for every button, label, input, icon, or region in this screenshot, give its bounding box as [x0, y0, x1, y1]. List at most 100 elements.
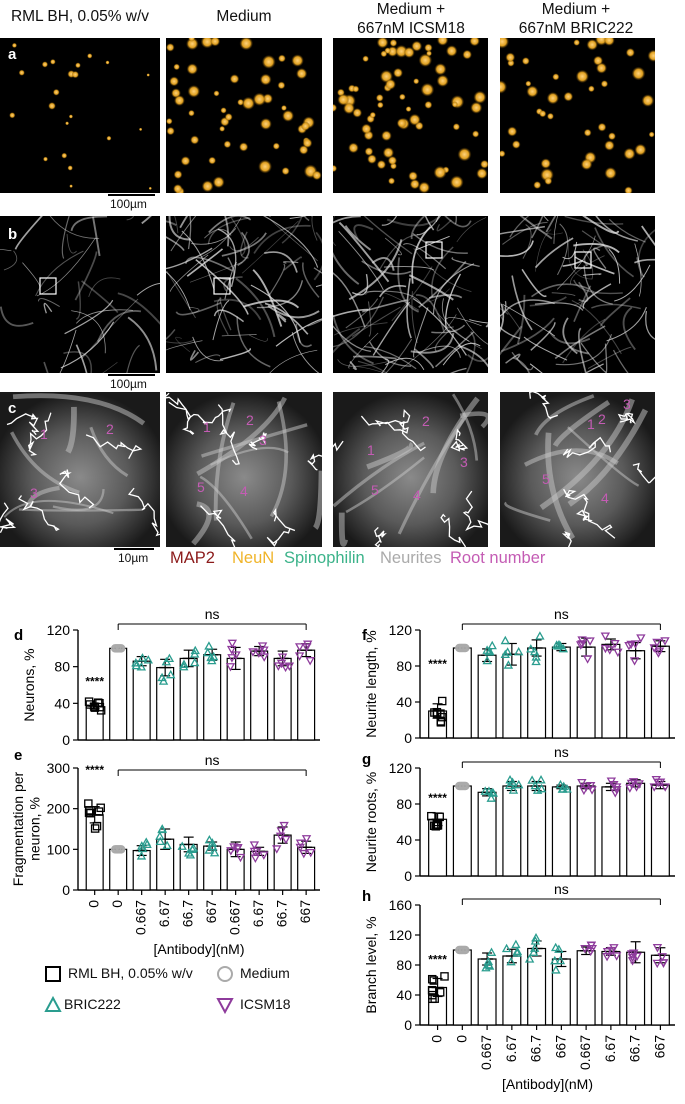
neurite [333, 272, 366, 328]
neun-cell [11, 42, 18, 49]
neun-cell [436, 38, 449, 46]
neun-cell [333, 164, 338, 173]
x-tick-label: 6.67 [602, 1035, 618, 1062]
neurite [235, 277, 276, 338]
neurite [408, 274, 454, 301]
data-point [157, 824, 167, 833]
bar [452, 785, 472, 877]
data-point [164, 653, 175, 663]
y-axis-label: Neurite roots, % [363, 772, 379, 872]
data-point [227, 639, 238, 649]
data-point [131, 658, 141, 667]
legend-square-icon [45, 966, 61, 982]
neurite [413, 248, 472, 293]
neurite [283, 261, 299, 264]
neun-cell [173, 170, 183, 180]
neun-cell [387, 177, 396, 185]
neurite [88, 277, 121, 298]
micrograph-b-icsm18 [333, 216, 488, 373]
data-point [506, 956, 516, 966]
data-point [508, 785, 519, 794]
bar [527, 785, 547, 877]
neun-cell [480, 159, 488, 169]
data-point [602, 948, 613, 957]
neurite [593, 247, 607, 270]
y-tick-label: 80 [396, 796, 412, 812]
neurite [189, 261, 243, 283]
neun-cell [219, 125, 226, 132]
column-title-rml: RML BH, 0.05% w/v [10, 8, 150, 25]
neurite [126, 344, 140, 373]
root-number-label: 4 [240, 483, 248, 499]
dendrite [269, 401, 288, 518]
neurite [500, 317, 555, 353]
neurite [223, 276, 243, 292]
data-point [652, 638, 662, 648]
neurite [181, 230, 215, 291]
neurite [437, 312, 482, 350]
dendrite [26, 485, 60, 509]
neurite [500, 302, 521, 330]
data-point [486, 793, 496, 802]
neurite [364, 290, 423, 306]
neun-cell [364, 147, 374, 156]
data-point [613, 648, 623, 658]
data-point [204, 834, 215, 844]
bar [551, 786, 571, 877]
neun-cell [212, 176, 225, 189]
neurite-trace [27, 412, 52, 456]
data-point [531, 656, 541, 666]
neurite [248, 334, 268, 342]
significance-stars: **** [428, 953, 447, 967]
x-axis-label: [Antibody](nM) [153, 941, 244, 957]
data-point [480, 786, 490, 795]
data-point [179, 661, 189, 671]
neun-cell [469, 38, 480, 47]
dendrite [196, 396, 287, 477]
y-axis-label: Fragmentation perneuron, % [10, 771, 42, 886]
data-point [536, 774, 546, 784]
neurite [557, 223, 569, 276]
neun-cell [452, 123, 461, 131]
neurite [511, 351, 534, 371]
neun-cell [434, 63, 447, 76]
neurite [264, 251, 298, 273]
neurite [277, 313, 287, 323]
neun-cell [376, 38, 389, 49]
neurite [38, 298, 60, 307]
data-point [432, 707, 442, 717]
neun-cell [586, 38, 598, 51]
bar [179, 657, 198, 741]
neun-cell [280, 104, 288, 112]
neun-cell [500, 38, 510, 49]
neurite [406, 278, 412, 339]
data-point [559, 781, 569, 791]
neun-cell [608, 132, 616, 141]
neun-cell [166, 126, 175, 136]
neun-cell [631, 66, 646, 81]
neurite [283, 256, 302, 271]
neun-cell [259, 117, 272, 130]
significance-stars: **** [428, 791, 447, 805]
neurite [571, 300, 622, 355]
neun-cell [224, 113, 233, 122]
data-point [500, 649, 510, 659]
neurite [361, 260, 412, 275]
ns-label: ns [554, 744, 569, 760]
data-point [250, 854, 261, 863]
neun-cell [201, 180, 214, 193]
neun-cell [539, 110, 547, 118]
y-tick-label: 0 [404, 868, 412, 884]
data-point [461, 781, 470, 791]
y-tick-label: 120 [389, 760, 413, 776]
neurite-trace [18, 495, 60, 532]
neurite [522, 224, 532, 259]
neurite [221, 334, 257, 337]
data-point [611, 952, 622, 961]
neurite [363, 216, 413, 255]
neun-cell [376, 101, 384, 109]
neun-cell [282, 109, 295, 122]
neurite [275, 318, 322, 347]
bar [650, 954, 670, 1026]
neurite [333, 322, 388, 336]
